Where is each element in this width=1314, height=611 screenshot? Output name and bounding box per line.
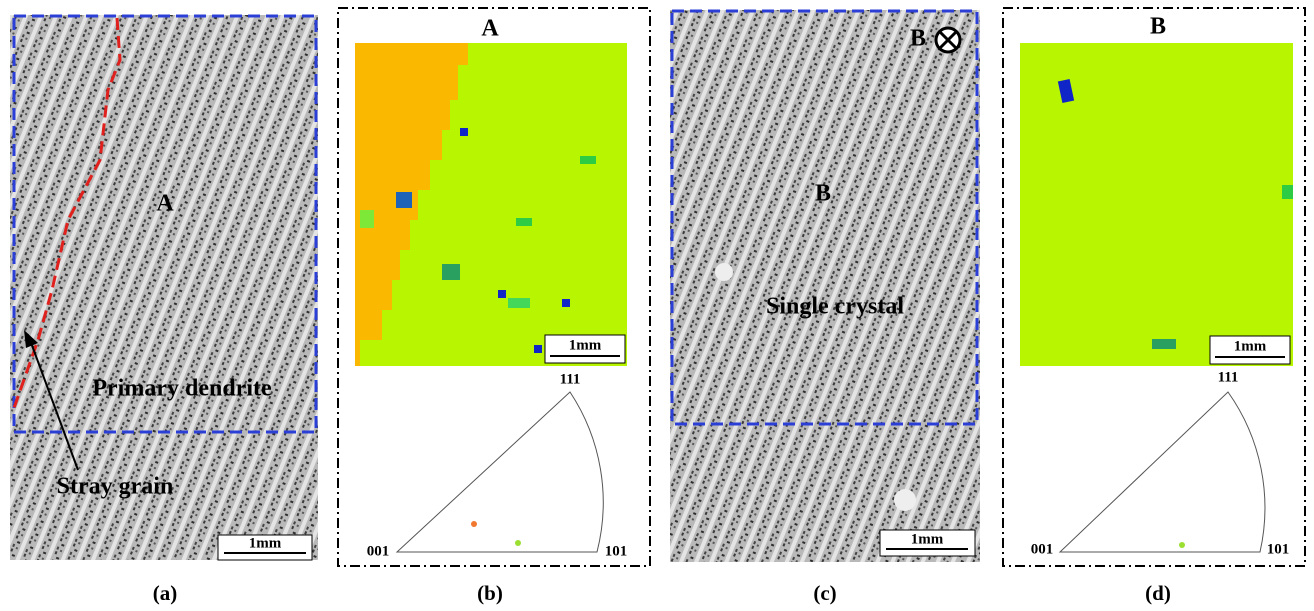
grain [360,210,374,228]
ipf-triangle [1058,391,1266,553]
ipf-corner: 001 [367,543,390,559]
micrograph [10,15,318,560]
region-label: A [156,191,174,217]
annotation: Single crystal [766,294,904,320]
scale-label: 1mm [569,337,602,353]
scale-label: 1mm [249,535,282,551]
grain-boundary [12,17,122,409]
region-label: B [815,181,831,207]
ipf-point [1179,542,1185,548]
ipf-corner: 111 [560,371,581,387]
caption: (d) [1145,581,1171,605]
grain [460,128,468,136]
frame [337,7,651,567]
ipf-corner: 101 [605,543,628,559]
scale-box [879,529,976,557]
pore [894,489,916,511]
caption: (b) [477,581,503,605]
ipf-corner: 001 [1031,541,1054,557]
ipf-corner: 111 [1218,369,1239,385]
view-label: B [910,26,926,52]
region-box [670,9,979,426]
grain [534,345,542,353]
arrow-head [24,330,38,348]
frame [1002,7,1306,567]
annotation: Primary dendrite [92,376,272,402]
map-title: B [1150,14,1166,40]
grain [580,156,596,164]
arrow [29,339,79,471]
scale-box [217,534,313,561]
annotation: Stray grain [57,474,174,500]
scale-box [544,334,626,364]
pore [715,263,733,281]
grain [516,218,532,226]
map-title: A [481,16,499,42]
region-box [12,14,318,434]
caption: (c) [813,581,836,605]
ipf-triangle [395,391,604,553]
grain [498,290,506,298]
grain [1057,78,1075,104]
grain [396,192,412,208]
panel-b: A 1mm 111 001 101 (b) [337,7,651,605]
grain [1152,339,1176,349]
panel-c: B Single crystal B 1mm (c) [670,9,980,605]
ipf-corner: 101 [1267,541,1290,557]
grain [562,299,570,307]
scale-label: 1mm [911,531,944,547]
grain [508,298,530,308]
micrograph [670,10,980,562]
grain [442,264,460,280]
ipf-point [471,521,477,527]
grain [1282,185,1293,199]
scale-box [1209,335,1291,365]
panel-d: B 1mm 111 001 101 (d) [1002,7,1306,605]
into-page-symbol [934,26,962,54]
ipf-point [515,540,521,546]
caption: (a) [153,581,178,605]
scale-label: 1mm [1234,338,1267,354]
panel-a: A Primary dendrite Stray grain 1mm (a) [10,14,318,605]
